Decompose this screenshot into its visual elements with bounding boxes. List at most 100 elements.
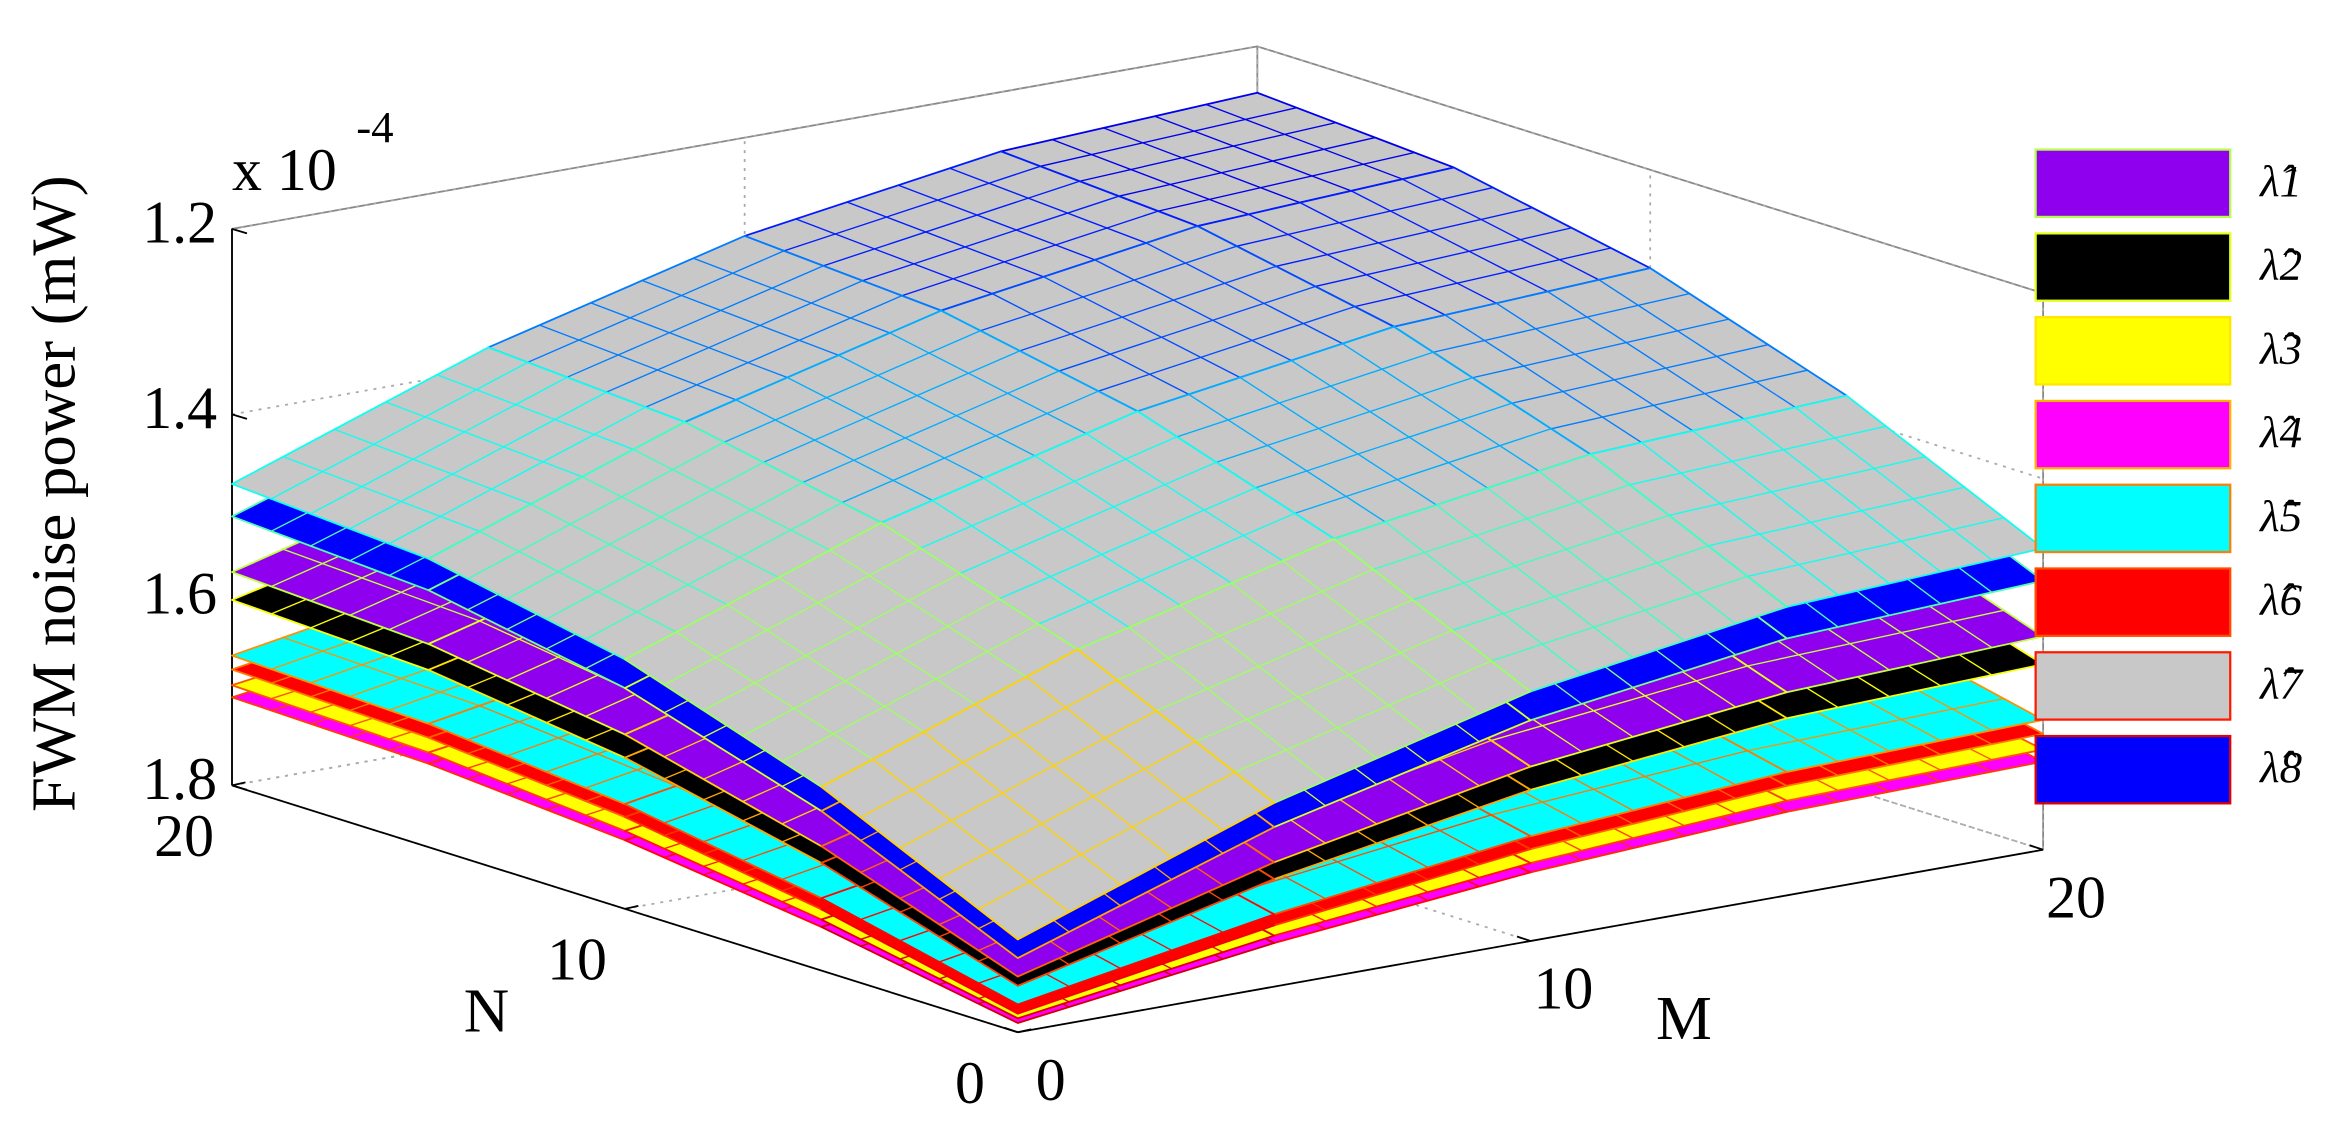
mesh-line — [1436, 504, 1634, 659]
mesh-line — [889, 332, 1087, 435]
y-tick-label: 0 — [1036, 1047, 1066, 1113]
surface-cell — [1589, 394, 2045, 608]
mesh-line — [1794, 406, 1993, 561]
mesh-line — [920, 436, 1178, 549]
mesh-line — [283, 548, 480, 622]
mesh-line — [983, 477, 1181, 606]
surface-cell — [427, 421, 883, 661]
grid-line — [231, 45, 2044, 295]
mesh-line — [992, 293, 1190, 396]
x-axis-label: N — [464, 976, 509, 1046]
mesh-line — [1538, 470, 1736, 625]
mesh-line — [1098, 305, 1355, 392]
mesh-line — [1294, 428, 1552, 515]
mesh-line — [1491, 750, 1748, 816]
mesh-line — [546, 481, 803, 620]
mesh-line — [1231, 582, 1429, 737]
mesh-line — [1496, 302, 1694, 432]
mesh-line — [703, 572, 961, 711]
mesh-line — [1402, 178, 1600, 281]
mesh-line — [1118, 136, 1376, 197]
mesh-line — [1708, 486, 1965, 547]
legend-swatch — [2034, 399, 2232, 470]
mesh-line — [1282, 560, 1480, 715]
legend-label: λ̂3 — [2258, 323, 2302, 373]
mesh-line — [1354, 247, 1612, 308]
mesh-line — [783, 165, 1041, 252]
mesh-line — [802, 370, 1060, 484]
mesh-line — [1641, 442, 1839, 596]
mesh-line — [270, 361, 528, 500]
mesh-line — [467, 441, 725, 580]
mesh-line — [1043, 276, 1241, 379]
mesh-line — [1747, 609, 2004, 667]
mesh-line — [978, 771, 1236, 910]
surface-cell — [1333, 453, 1788, 693]
legend-label: λ̂8 — [2258, 742, 2302, 792]
mesh-line — [693, 257, 891, 334]
mesh-line — [1248, 213, 1446, 316]
y-tick — [1516, 935, 1531, 942]
mesh-line — [1444, 314, 1642, 444]
mesh-line — [1154, 115, 1352, 192]
mesh-line — [1179, 604, 1378, 759]
mesh-line — [1290, 360, 1489, 489]
mesh-line — [539, 324, 737, 401]
mesh-line — [1692, 430, 1890, 584]
mesh-line — [1275, 207, 1533, 267]
mesh-line — [898, 184, 1096, 261]
surface-patch — [820, 648, 1276, 941]
mesh-line — [1205, 103, 1403, 180]
mesh-line — [781, 623, 1039, 762]
mesh-line — [959, 461, 1217, 575]
grid-line — [1017, 293, 2045, 1034]
mesh-line — [1094, 259, 1292, 362]
mesh-line — [585, 502, 843, 640]
mesh-line — [1550, 369, 1808, 430]
mesh-line — [663, 547, 921, 686]
legend-swatch — [2034, 734, 2232, 805]
mesh-line — [727, 604, 925, 733]
mesh-line — [436, 374, 634, 451]
mesh-line — [872, 758, 1070, 913]
mesh-line — [846, 201, 1044, 278]
mesh-line — [1052, 139, 1249, 215]
z-tick-label: 1.6 — [142, 561, 217, 627]
mesh-line — [385, 401, 583, 478]
mesh-line — [1511, 344, 1769, 404]
mesh-line — [1255, 402, 1512, 489]
mesh-line — [388, 406, 646, 545]
legend-label: λ̂5 — [2258, 491, 2302, 541]
mesh-line — [1315, 227, 1572, 288]
legend-swatch — [2034, 483, 2232, 554]
legend-label: λ̂6 — [2258, 575, 2302, 625]
x-tick-label: 10 — [547, 926, 607, 992]
y-tick-label: 20 — [2046, 864, 2106, 930]
mesh-line — [980, 245, 1237, 332]
mesh-line — [1433, 292, 1690, 353]
y-tick — [2029, 844, 2044, 851]
mesh-line — [1490, 575, 1748, 662]
z-tick — [231, 784, 248, 791]
mesh-line — [1239, 376, 1437, 506]
mesh-line — [841, 390, 1099, 504]
mesh-line — [566, 265, 824, 378]
y-tick-label: 10 — [1533, 956, 1593, 1022]
mesh-line — [932, 499, 1130, 628]
mesh-line — [349, 391, 607, 530]
x-tick-label: 20 — [154, 803, 214, 869]
mesh-line — [1188, 393, 1386, 523]
legend-swatch — [2034, 316, 2232, 386]
mesh-line — [1547, 291, 1745, 420]
mesh-line — [1373, 484, 1630, 571]
mesh-line — [530, 503, 728, 606]
mesh-line — [1236, 186, 1494, 247]
mesh-line — [778, 576, 976, 705]
mesh-line — [479, 530, 677, 633]
mesh-line — [1079, 121, 1337, 182]
mesh-line — [645, 295, 903, 408]
mesh-line — [527, 250, 785, 363]
mesh-line — [1747, 517, 2004, 578]
